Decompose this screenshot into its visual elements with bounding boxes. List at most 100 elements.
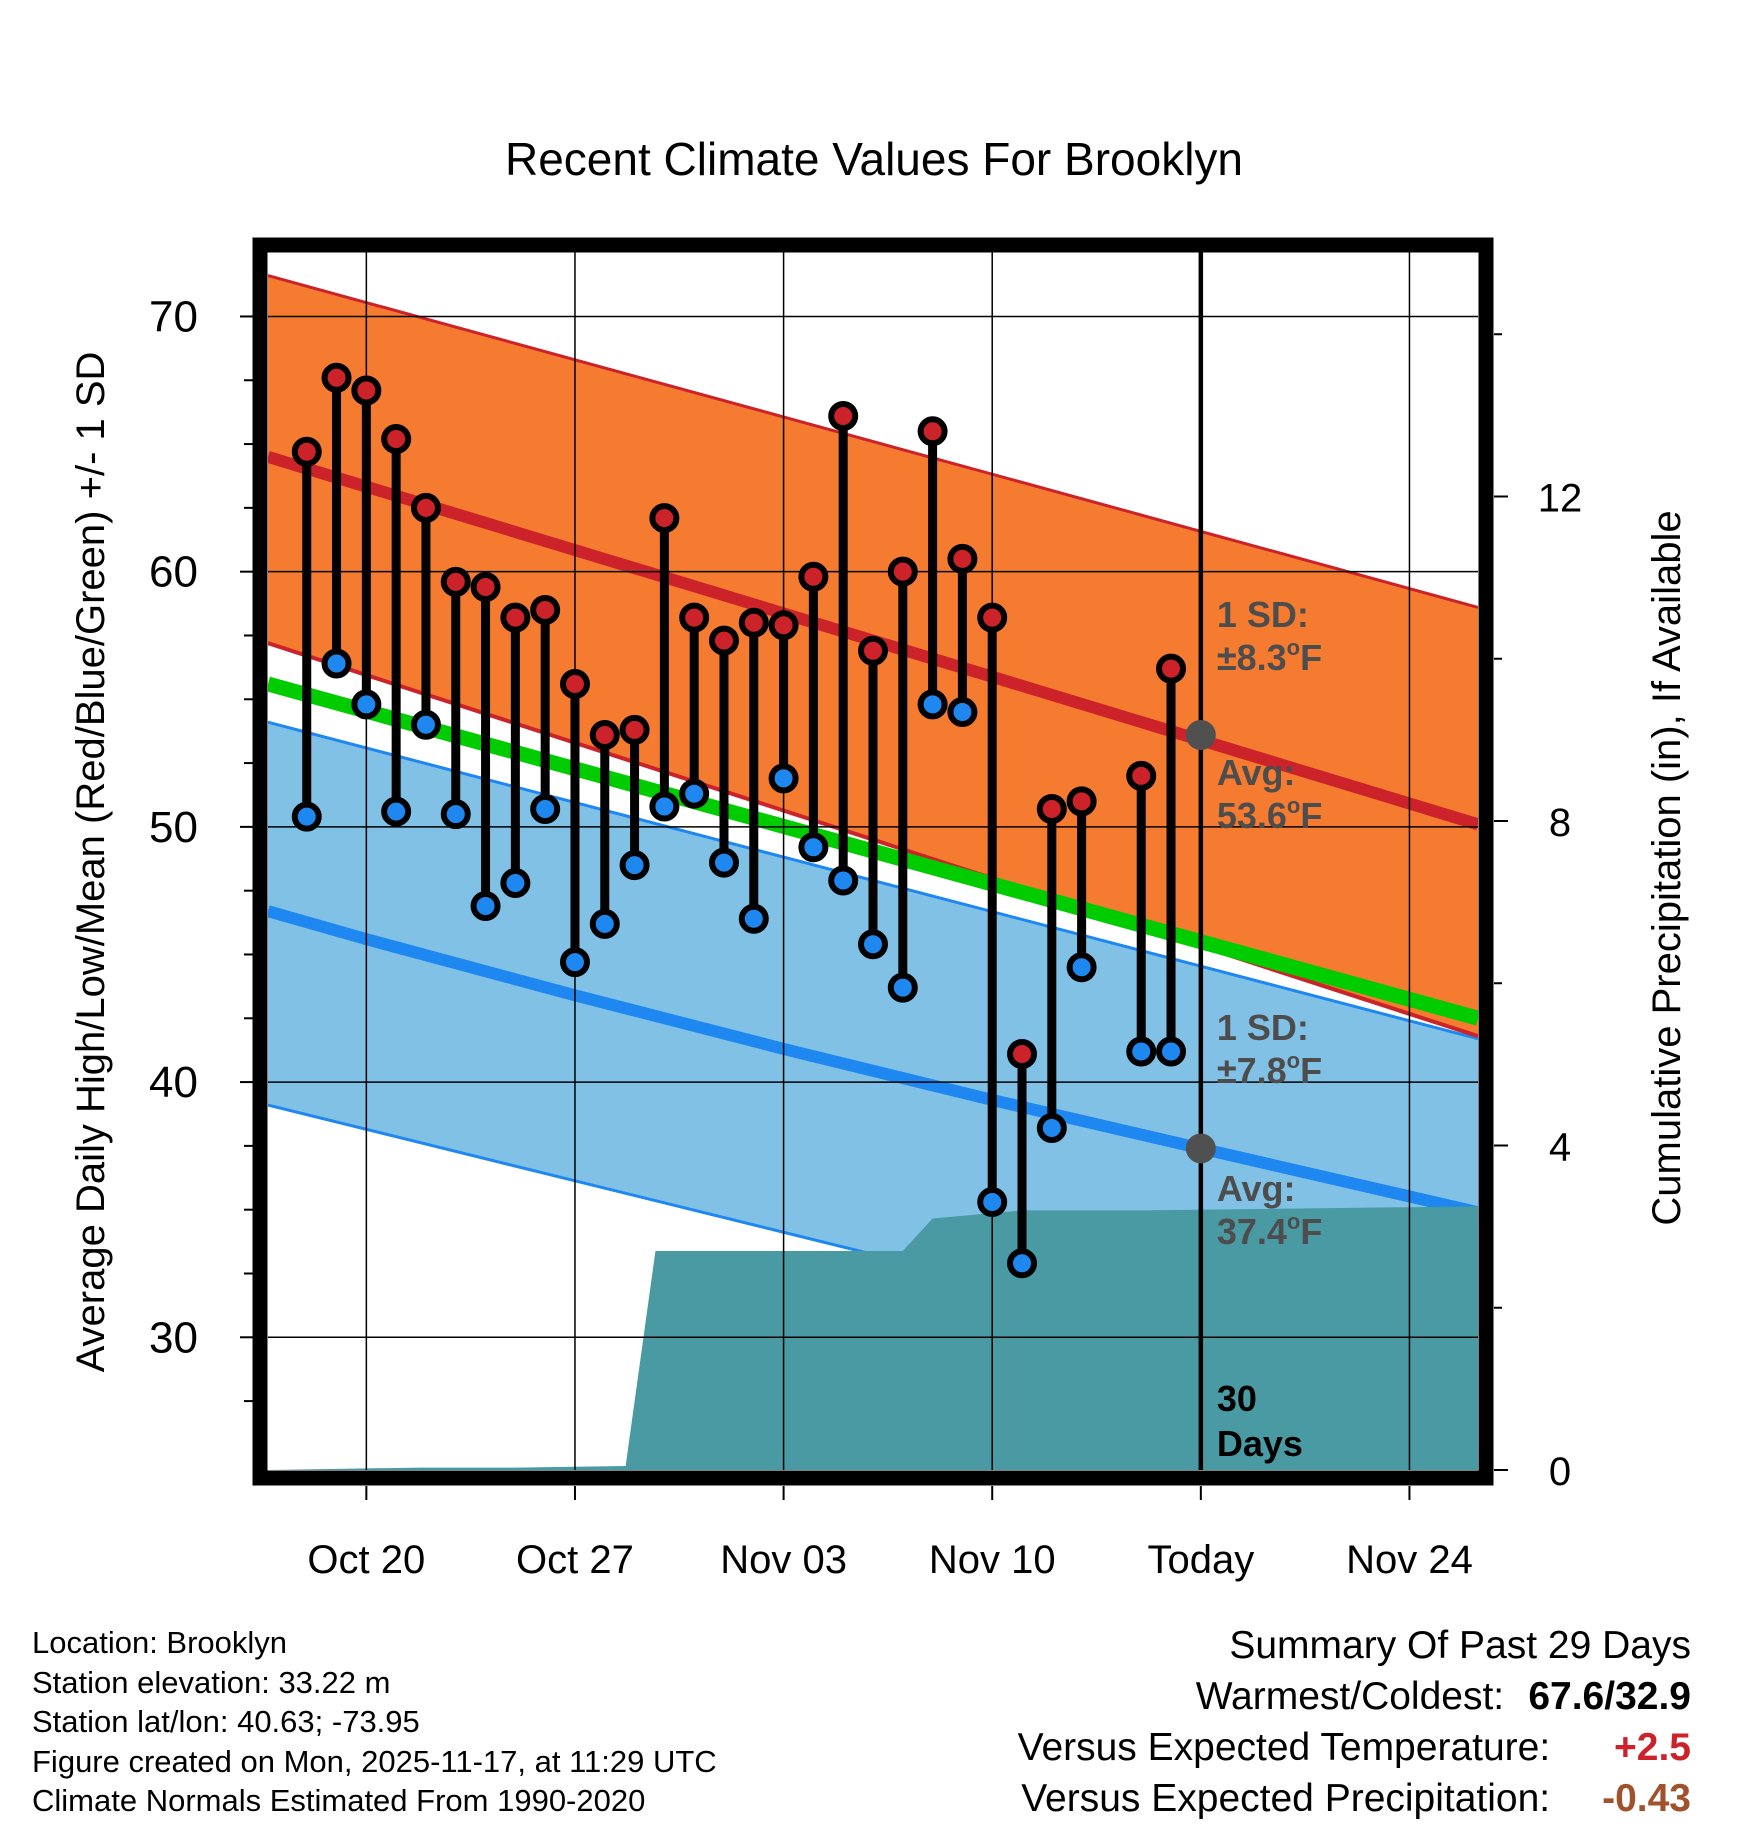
normals-text: Climate Normals Estimated From 1990-2020: [32, 1783, 646, 1818]
unit-letter: F: [1300, 1050, 1322, 1091]
y-tick-label: 70: [149, 292, 198, 341]
high-avg-value-value: 53.6: [1217, 795, 1287, 836]
high-point: [530, 594, 561, 625]
axes: 30 40 50 60 70 0 4 8 12 Oct 20 Oct 27 Nov 03 Nov 10 T…: [69, 237, 1689, 1600]
low-sd-label: 1 SD:: [1217, 1007, 1309, 1048]
low-point: [649, 791, 680, 822]
low-point: [589, 908, 620, 939]
high-point: [1036, 794, 1067, 825]
precip-area: [268, 1206, 1478, 1470]
y-tick-label: 30: [149, 1313, 198, 1362]
high-avg-dot: [1185, 720, 1216, 750]
x-tick-label: Today: [1147, 1538, 1254, 1582]
x-tick-label: Oct 27: [516, 1538, 634, 1582]
y2-tick-label: 8: [1549, 801, 1571, 845]
low-point: [977, 1187, 1008, 1218]
high-point: [291, 436, 322, 467]
high-point: [768, 610, 799, 641]
low-sd-value-value: ±7.8: [1217, 1050, 1287, 1091]
high-point: [977, 602, 1008, 633]
degree-symbol: o: [1287, 1048, 1300, 1073]
high-point: [559, 668, 590, 699]
low-point: [917, 689, 948, 720]
high-point: [1007, 1039, 1038, 1070]
y2-tick-label: 0: [1549, 1450, 1571, 1494]
low-point: [768, 763, 799, 794]
low-point: [679, 778, 710, 809]
low-avg-label: Avg:: [1217, 1168, 1296, 1209]
latlon-text: Station lat/lon: 40.63; -73.95: [32, 1704, 420, 1739]
high-sd-value-value: ±8.3: [1217, 637, 1287, 678]
low-point: [440, 799, 471, 830]
low-point: [321, 648, 352, 679]
high-point: [679, 602, 710, 633]
summary-warmest-row: Warmest/Coldest: 67.6/32.9: [1018, 1671, 1691, 1722]
high-point: [470, 571, 501, 602]
y-tick-label: 40: [149, 1058, 198, 1107]
low-point: [708, 847, 739, 878]
x-tick-label: Oct 20: [307, 1538, 425, 1582]
climate-chart: Recent Climate Values For Brooklyn 1 SD:…: [69, 133, 1689, 1600]
low-point: [1007, 1248, 1038, 1279]
chart-title: Recent Climate Values For Brooklyn: [505, 133, 1243, 185]
low-point: [381, 796, 412, 827]
degree-symbol: o: [1287, 1209, 1300, 1234]
location-text: Location: Brooklyn: [32, 1625, 288, 1660]
days-word: Days: [1217, 1423, 1303, 1464]
precip-label: Versus Expected Precipitation:: [1021, 1777, 1551, 1820]
plot-frame: [252, 237, 1494, 1486]
low-sd-value: ±7.8oF: [1217, 1048, 1322, 1091]
low-point: [500, 868, 531, 899]
temp-value: +2.5: [1614, 1726, 1691, 1769]
high-point: [410, 492, 441, 523]
high-avg-label: Avg:: [1217, 752, 1296, 793]
y2-axis-title: Cumulative Precipitation (in), If Availa…: [1645, 510, 1689, 1225]
low-point: [738, 903, 769, 934]
high-avg-value: 53.6oF: [1217, 793, 1323, 836]
low-point: [947, 697, 978, 728]
low-avg-value-value: 37.4: [1217, 1211, 1287, 1252]
low-point: [1126, 1036, 1157, 1067]
low-avg-value: 37.4oF: [1217, 1209, 1323, 1252]
summary-precip-row: Versus Expected Precipitation: -0.43: [1018, 1773, 1691, 1824]
precip-value: -0.43: [1602, 1777, 1691, 1820]
temp-label: Versus Expected Temperature:: [1017, 1726, 1551, 1769]
low-point: [351, 689, 382, 720]
low-point: [887, 972, 918, 1003]
summary-temp-row: Versus Expected Temperature: +2.5: [1018, 1722, 1691, 1773]
days-number: 30: [1217, 1378, 1257, 1419]
high-point: [619, 714, 650, 745]
low-point: [619, 850, 650, 881]
y-tick-label: 50: [149, 803, 198, 852]
plot-area: [268, 245, 1478, 1470]
y-tick-label: 60: [149, 548, 198, 597]
station-info: Location: Brooklyn Station elevation: 33…: [32, 1623, 717, 1821]
low-point: [1066, 952, 1097, 983]
high-point: [351, 375, 382, 406]
low-point: [858, 929, 888, 960]
high-point: [589, 720, 620, 750]
high-point: [917, 416, 948, 447]
high-point: [1156, 653, 1187, 684]
high-point: [798, 561, 829, 592]
degree-symbol: o: [1287, 793, 1300, 818]
low-point: [559, 947, 590, 978]
x-axis-title: Day: [839, 1598, 910, 1600]
high-point: [828, 400, 859, 431]
x-tick-label: Nov 24: [1346, 1538, 1473, 1582]
low-point: [470, 890, 501, 921]
high-sd-label: 1 SD:: [1217, 594, 1309, 635]
low-avg-dot: [1185, 1133, 1216, 1164]
high-point: [1066, 786, 1097, 817]
low-point: [1156, 1036, 1187, 1067]
y2-tick-label: 12: [1538, 476, 1583, 520]
low-point: [798, 832, 829, 863]
high-point: [708, 625, 739, 656]
high-point: [947, 543, 978, 574]
high-point: [500, 602, 531, 633]
unit-letter: F: [1300, 1211, 1322, 1252]
low-point: [410, 709, 441, 740]
warmest-label: Warmest/Coldest:: [1195, 1675, 1505, 1718]
summary-title: Summary Of Past 29 Days: [1229, 1624, 1691, 1667]
